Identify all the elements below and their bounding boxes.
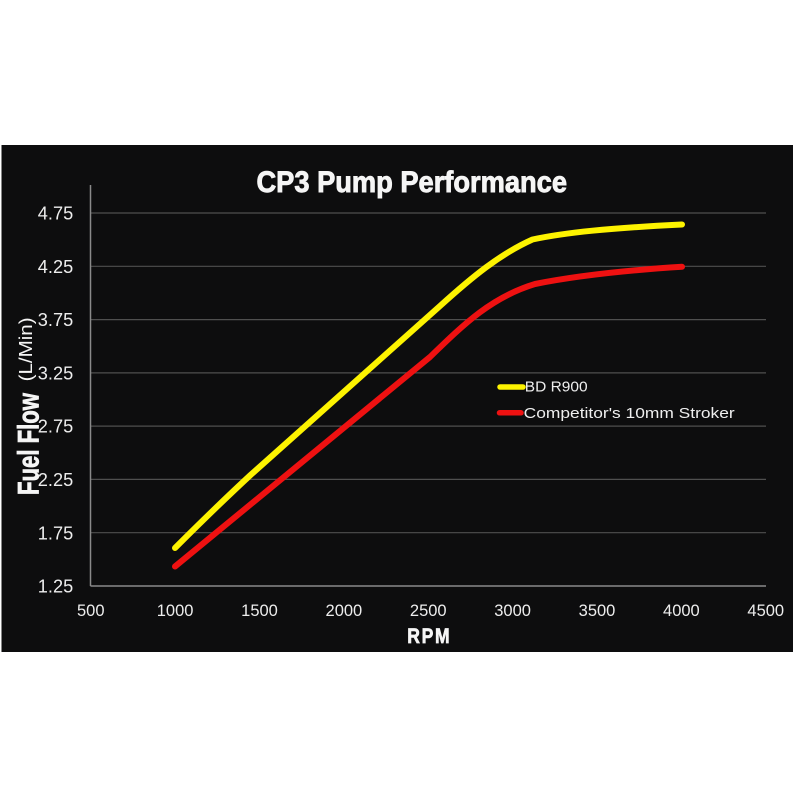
svg-text:1.25: 1.25 bbox=[38, 577, 73, 597]
svg-text:1000: 1000 bbox=[157, 602, 194, 620]
svg-text:2.75: 2.75 bbox=[38, 417, 73, 437]
svg-text:Competitor's 10mm Stroker: Competitor's 10mm Stroker bbox=[524, 405, 735, 422]
svg-text:2000: 2000 bbox=[326, 602, 363, 620]
svg-text:4.75: 4.75 bbox=[38, 204, 73, 224]
svg-text:2500: 2500 bbox=[410, 602, 447, 620]
svg-text:1.75: 1.75 bbox=[38, 523, 73, 543]
svg-text:3.25: 3.25 bbox=[38, 364, 73, 384]
svg-text:(L/Min): (L/Min) bbox=[16, 317, 36, 381]
svg-text:4000: 4000 bbox=[663, 602, 700, 620]
svg-text:BD R900: BD R900 bbox=[525, 379, 588, 396]
svg-text:2.25: 2.25 bbox=[38, 470, 73, 490]
svg-text:Fuel Flow: Fuel Flow bbox=[13, 393, 46, 495]
svg-text:500: 500 bbox=[77, 602, 105, 620]
svg-text:3.75: 3.75 bbox=[38, 310, 73, 330]
svg-text:RPM: RPM bbox=[407, 625, 451, 648]
svg-text:4500: 4500 bbox=[747, 602, 784, 620]
svg-text:1500: 1500 bbox=[241, 602, 278, 620]
svg-text:3000: 3000 bbox=[494, 602, 531, 620]
svg-text:CP3 Pump Performance: CP3 Pump Performance bbox=[257, 166, 568, 199]
svg-text:3500: 3500 bbox=[579, 602, 616, 620]
svg-text:4.25: 4.25 bbox=[38, 257, 73, 277]
